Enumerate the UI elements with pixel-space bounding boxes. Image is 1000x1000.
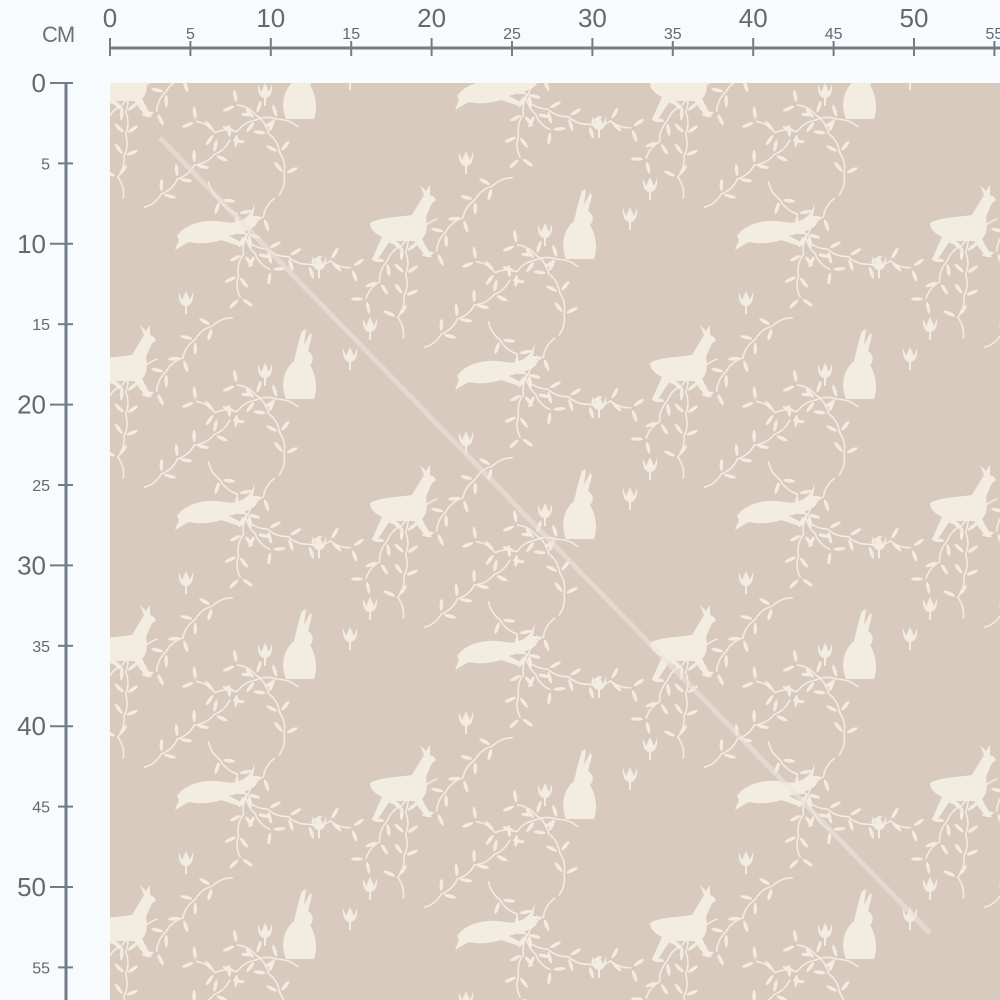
ruler-label: 10	[17, 229, 46, 259]
unit-label: CM	[42, 22, 75, 47]
ruler-label: 25	[503, 26, 521, 43]
fabric-swatch	[110, 83, 1000, 1000]
ruler-label: 20	[417, 3, 446, 33]
ruler-label: 35	[664, 26, 682, 43]
ruler-label: 50	[900, 3, 929, 33]
ruler-label: 5	[186, 26, 195, 43]
ruler-label: 45	[825, 26, 843, 43]
vertical-ruler: 0 5 10 15 20 25 30 35 40 45 50 55	[17, 68, 73, 1000]
ruler-label: 5	[41, 156, 50, 173]
fabric-fold	[158, 136, 932, 935]
ruler-label: 20	[17, 390, 46, 420]
ruler-label: 25	[32, 478, 50, 495]
ruler-label: 30	[578, 3, 607, 33]
ruler-label: 15	[342, 26, 360, 43]
ruler-label: 35	[32, 639, 50, 656]
pattern-motifs	[110, 83, 1000, 1000]
ruler-label: 0	[103, 3, 117, 33]
ruler-label: 45	[32, 800, 50, 817]
ruler-label: 10	[256, 3, 285, 33]
ruler-label: 40	[739, 3, 768, 33]
ruler-label: 40	[17, 711, 46, 741]
fabric-pattern	[110, 83, 1000, 1000]
ruler-label: 15	[32, 317, 50, 334]
ruler-label: 55	[32, 960, 50, 977]
ruler-label: 55	[986, 26, 1000, 43]
horizontal-ruler: 0 5 10 15 20 25 30 35 40 45 50 55	[103, 3, 1000, 56]
ruler-label: 30	[17, 550, 46, 580]
ruler-label: 0	[32, 68, 46, 98]
ruler-label: 50	[17, 872, 46, 902]
